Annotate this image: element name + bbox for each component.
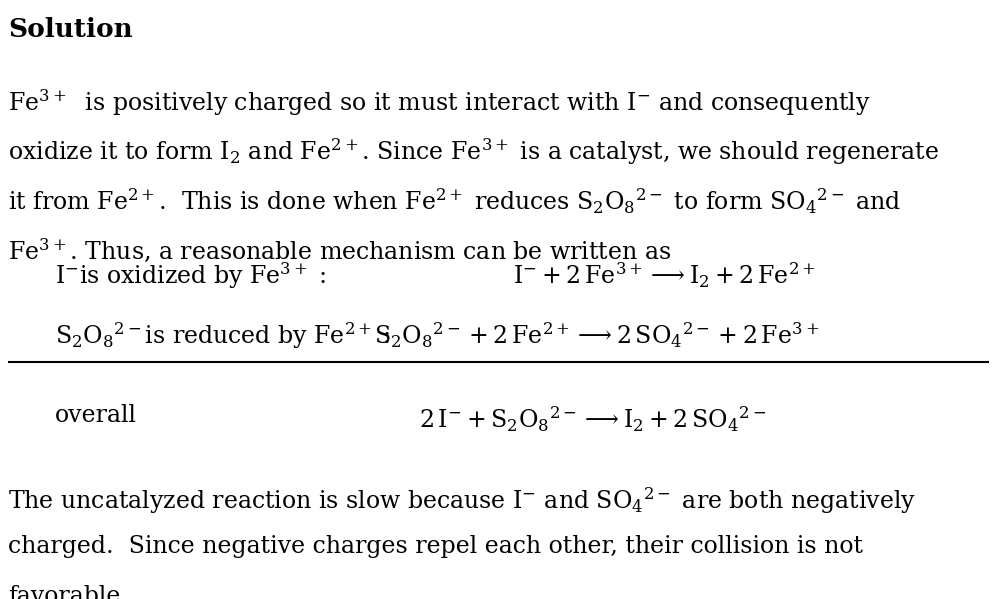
- Text: charged.  Since negative charges repel each other, their collision is not: charged. Since negative charges repel ea…: [8, 535, 863, 558]
- Text: overall: overall: [55, 404, 137, 427]
- Text: $2\,\mathrm{I}^{-} + \mathrm{S_2O_8}^{2-} \longrightarrow \mathrm{I}_2 + 2\,\mat: $2\,\mathrm{I}^{-} + \mathrm{S_2O_8}^{2-…: [419, 404, 767, 434]
- Text: $\mathrm{Fe}^{3+}$  is positively charged so it must interact with $\mathrm{I}^{: $\mathrm{Fe}^{3+}$ is positively charged…: [8, 87, 870, 117]
- Text: $\mathrm{I}^{-}$is oxidized by $\mathrm{Fe}^{3+}$ :: $\mathrm{I}^{-}$is oxidized by $\mathrm{…: [55, 261, 326, 291]
- Text: Solution: Solution: [8, 17, 133, 42]
- Text: $\mathrm{Fe}^{3+}$. Thus, a reasonable mechanism can be written as: $\mathrm{Fe}^{3+}$. Thus, a reasonable m…: [8, 236, 671, 264]
- Text: The uncatalyzed reaction is slow because $\mathrm{I}^{-}$ and $\mathrm{SO_4}^{2-: The uncatalyzed reaction is slow because…: [8, 485, 916, 516]
- Text: oxidize it to form $\mathrm{I}_2$ and $\mathrm{Fe}^{2+}$. Since $\mathrm{Fe}^{3+: oxidize it to form $\mathrm{I}_2$ and $\…: [8, 137, 939, 167]
- Text: it from $\mathrm{Fe}^{2+}$.  This is done when $\mathrm{Fe}^{2+}$ reduces $\math: it from $\mathrm{Fe}^{2+}$. This is done…: [8, 186, 901, 216]
- Text: $\mathrm{S_2O_8}^{2-}$is reduced by $\mathrm{Fe}^{2+}$ :: $\mathrm{S_2O_8}^{2-}$is reduced by $\ma…: [55, 320, 391, 351]
- Text: $\mathrm{I}^{-} + 2\,\mathrm{Fe}^{3+} \longrightarrow \mathrm{I}_2 + 2\,\mathrm{: $\mathrm{I}^{-} + 2\,\mathrm{Fe}^{3+} \l…: [513, 261, 817, 290]
- Text: favorable.: favorable.: [8, 585, 128, 599]
- Text: $\mathrm{S_2O_8}^{2-} + 2\,\mathrm{Fe}^{2+} \longrightarrow 2\,\mathrm{SO_4}^{2-: $\mathrm{S_2O_8}^{2-} + 2\,\mathrm{Fe}^{…: [374, 320, 820, 350]
